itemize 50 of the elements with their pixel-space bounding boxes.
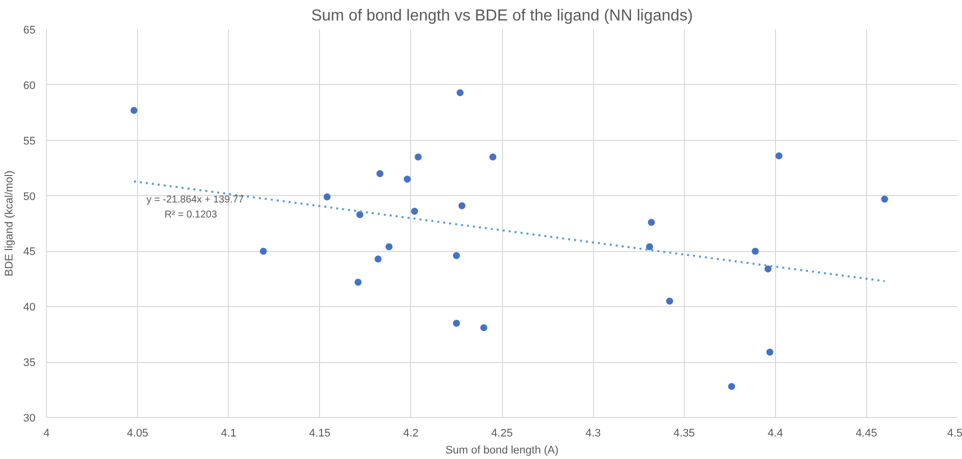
y-tick-label: 55: [23, 135, 36, 148]
x-axis-title: Sum of bond length (A): [445, 444, 559, 456]
point: [411, 208, 418, 215]
x-tick-label: 4.1: [221, 428, 236, 440]
point: [404, 176, 411, 183]
point: [489, 153, 496, 160]
point: [480, 324, 488, 332]
y-tick-label: 50: [23, 190, 36, 203]
point: [775, 152, 782, 160]
point: [376, 170, 384, 178]
x-tick-label: 4: [43, 428, 50, 440]
x-tick-label: 4.35: [673, 428, 695, 440]
point: [646, 243, 654, 250]
point: [456, 89, 464, 96]
y-tick-label: 30: [23, 412, 36, 424]
point: [324, 193, 331, 200]
point: [130, 106, 138, 114]
y-tick-label: 65: [23, 24, 36, 36]
y-tick-label: 45: [23, 246, 36, 258]
y-axis-title: BDE ligand (kcal/mol): [3, 170, 16, 276]
x-tick-label: 4.45: [856, 428, 878, 440]
y-tick-label: 35: [23, 357, 36, 370]
point: [881, 196, 888, 203]
point: [752, 248, 759, 255]
point: [764, 265, 772, 272]
point: [386, 243, 393, 250]
x-tick-label: 4.25: [491, 428, 513, 440]
x-tick-label: 4.05: [126, 428, 148, 440]
point: [374, 255, 382, 262]
point: [354, 278, 362, 286]
point: [766, 348, 774, 356]
point: [356, 211, 364, 218]
y-tick-label: 60: [23, 80, 36, 92]
annotation: R² = 0.1203: [164, 210, 218, 220]
point: [666, 298, 674, 305]
point: [648, 218, 655, 226]
point: [414, 153, 422, 160]
point: [458, 202, 466, 210]
x-tick-label: 4.15: [309, 428, 331, 440]
annotation: y = -21.864x + 139.77: [146, 194, 244, 206]
y-tick-label: 40: [23, 302, 36, 314]
point: [260, 248, 267, 255]
point: [452, 320, 460, 327]
x-tick-label: 4.4: [768, 428, 783, 440]
x-tick-label: 4.5: [947, 428, 962, 440]
x-tick-label: 4.2: [403, 428, 419, 440]
point: [452, 252, 460, 260]
point: [728, 382, 736, 390]
chart-title: Sum of bond length vs BDE of the ligand (NN ligands): [311, 8, 693, 24]
x-tick-label: 4.3: [585, 428, 601, 440]
